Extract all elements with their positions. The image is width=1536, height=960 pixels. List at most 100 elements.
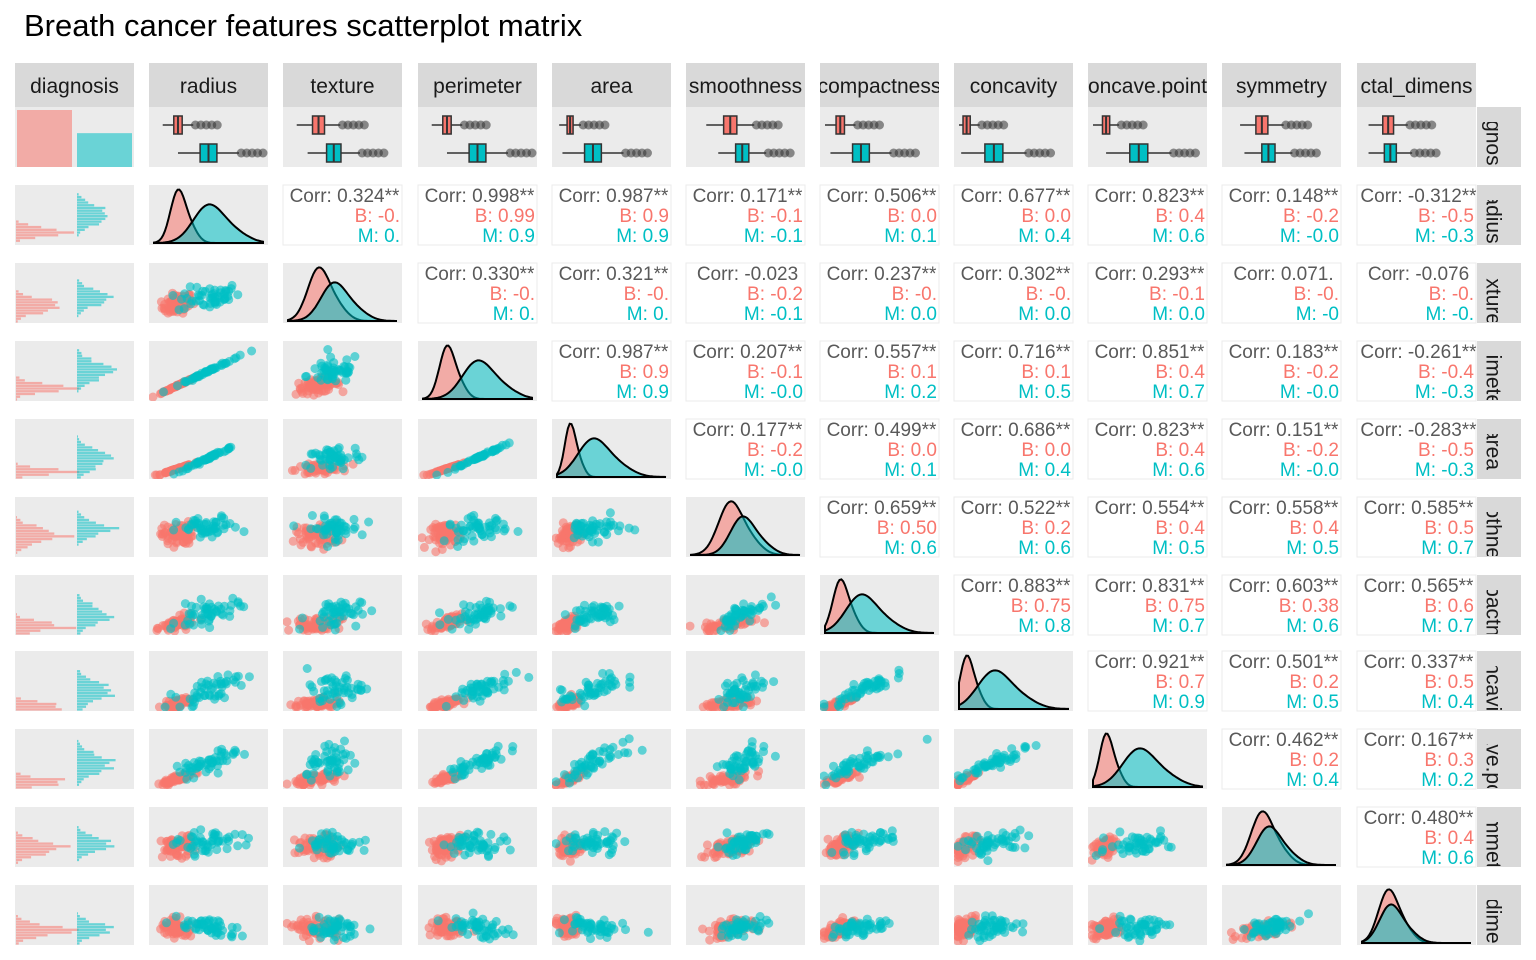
panel-area-area — [552, 419, 671, 479]
corr-malignant-label: M: 0.9 — [482, 226, 535, 247]
histogram-bar — [77, 476, 81, 479]
scatter-point — [557, 697, 567, 707]
corr-malignant-label: M: -0.0 — [1280, 382, 1339, 403]
scatter-point — [435, 620, 445, 630]
scatter-point — [1099, 833, 1108, 843]
scatter-point — [435, 608, 444, 618]
scatter-point — [203, 367, 213, 377]
row-strip-label: erimete — [1481, 336, 1504, 406]
scatter-point — [961, 845, 970, 855]
histogram-bar — [77, 518, 90, 522]
corr-malignant-label: M: 0.6 — [1152, 460, 1205, 481]
histogram-bar — [77, 767, 114, 770]
scatter-point — [323, 765, 333, 775]
histogram-bar — [16, 390, 59, 393]
scatter-point — [1003, 836, 1013, 846]
panel-perimeter-smoothness: Corr: 0.207**B: -0.1M: -0.0 — [685, 340, 806, 402]
scatter-point — [210, 694, 220, 704]
scatter-point — [624, 523, 634, 533]
corr-overall-label: Corr: 0.823** — [1095, 420, 1205, 441]
corr-overall-label: Corr: 0.522** — [961, 498, 1071, 519]
scatter-point — [152, 623, 162, 633]
corr-overall-label: Corr: 0.998** — [425, 186, 535, 207]
corr-benign-label: B: 0.0 — [887, 440, 937, 461]
outlier-point — [1311, 148, 1321, 158]
corr-overall-label: Corr: -0.312** — [1360, 186, 1477, 207]
panel-concave.points-smoothness — [686, 729, 805, 789]
scatter-point — [207, 758, 217, 768]
corr-benign-label: B: 0.50 — [877, 518, 937, 539]
panel-radius-smoothness: Corr: 0.171**B: -0.1M: -0.1 — [685, 184, 806, 246]
scatter-point — [854, 772, 864, 782]
scatter-point — [1011, 833, 1021, 842]
scatter-point — [284, 625, 294, 635]
histogram-bar — [77, 834, 93, 837]
histogram-bar — [16, 290, 19, 293]
corr-overall-label: Corr: 0.921** — [1095, 652, 1205, 673]
scatter-point — [183, 462, 193, 471]
panel-diagnosis-concave.points — [1088, 107, 1207, 167]
panel-compactness-symmetry: Corr: 0.603**B: 0.38M: 0.6 — [1221, 574, 1342, 636]
corr-malignant-label: M: 0.4 — [1421, 692, 1474, 713]
histogram-bar — [77, 675, 86, 678]
histogram-bar — [77, 681, 100, 684]
scatter-point — [472, 753, 482, 763]
panel-area-concavity: Corr: 0.686**B: 0.0M: 0.4 — [953, 418, 1074, 480]
corr-benign-label: B: 0.1 — [1021, 362, 1071, 383]
histogram-bar — [16, 853, 46, 856]
scatter-point — [588, 749, 597, 759]
histogram-bar — [16, 842, 54, 845]
scatter-point — [451, 615, 461, 625]
histogram-bar — [16, 465, 31, 468]
scatter-point — [625, 672, 635, 682]
density-M — [691, 515, 801, 556]
scatter-point — [173, 834, 183, 844]
panel-compactness-concave.points: Corr: 0.831**B: 0.75M: 0.7 — [1087, 574, 1208, 636]
histogram-bar — [77, 193, 79, 196]
row-strip-concave.points: cave.po — [1477, 729, 1521, 789]
histogram-bar — [77, 529, 111, 533]
corr-benign-label: B: 0.1 — [887, 362, 937, 383]
scatter-point — [1135, 833, 1145, 843]
scatter-point — [718, 759, 728, 769]
corr-malignant-label: M: -0.0 — [1280, 460, 1339, 481]
histogram-bar — [77, 931, 110, 934]
histogram-bar — [77, 390, 79, 393]
histogram-bar — [77, 632, 81, 635]
histogram-bar — [77, 831, 86, 834]
scatter-point — [286, 700, 296, 710]
histogram-bar — [16, 546, 28, 549]
row-strip-label: oothne — [1481, 495, 1504, 559]
corr-overall-label: Corr: 0.987** — [559, 186, 669, 207]
panel-concave.points-compactness — [820, 729, 939, 789]
scatter-point — [329, 843, 339, 853]
scatter-point — [210, 449, 220, 459]
scatter-point — [301, 372, 311, 382]
histogram-bar — [77, 371, 114, 374]
scatter-point — [820, 771, 829, 781]
scatter-point — [333, 687, 343, 697]
corr-overall-label: Corr: 0.302** — [961, 264, 1071, 285]
panel-symmetry-concave.points — [1088, 807, 1207, 867]
panel-smoothness-compactness: Corr: 0.659**B: 0.50M: 0.6 — [819, 496, 940, 558]
histogram-bar — [16, 320, 18, 323]
scatter-point — [214, 836, 224, 846]
histogram-bar — [16, 705, 56, 708]
scatter-point — [224, 286, 234, 296]
scatter-point — [432, 470, 442, 479]
panel-smoothness-perimeter — [418, 497, 537, 557]
scatter-point — [982, 838, 992, 848]
histogram-bar — [77, 842, 107, 845]
histogram-bar — [16, 537, 53, 541]
scatter-point — [241, 840, 251, 850]
panel-area-texture — [283, 419, 402, 479]
scatter-point — [451, 692, 461, 702]
scatter-point — [618, 737, 628, 747]
scatter-point — [893, 749, 903, 759]
corr-overall-label: Corr: 0.177** — [693, 420, 803, 441]
scatter-point — [349, 524, 359, 534]
outlier-point — [359, 120, 369, 130]
column-strip-label: diagnosis — [30, 75, 119, 98]
density-M — [556, 437, 667, 478]
